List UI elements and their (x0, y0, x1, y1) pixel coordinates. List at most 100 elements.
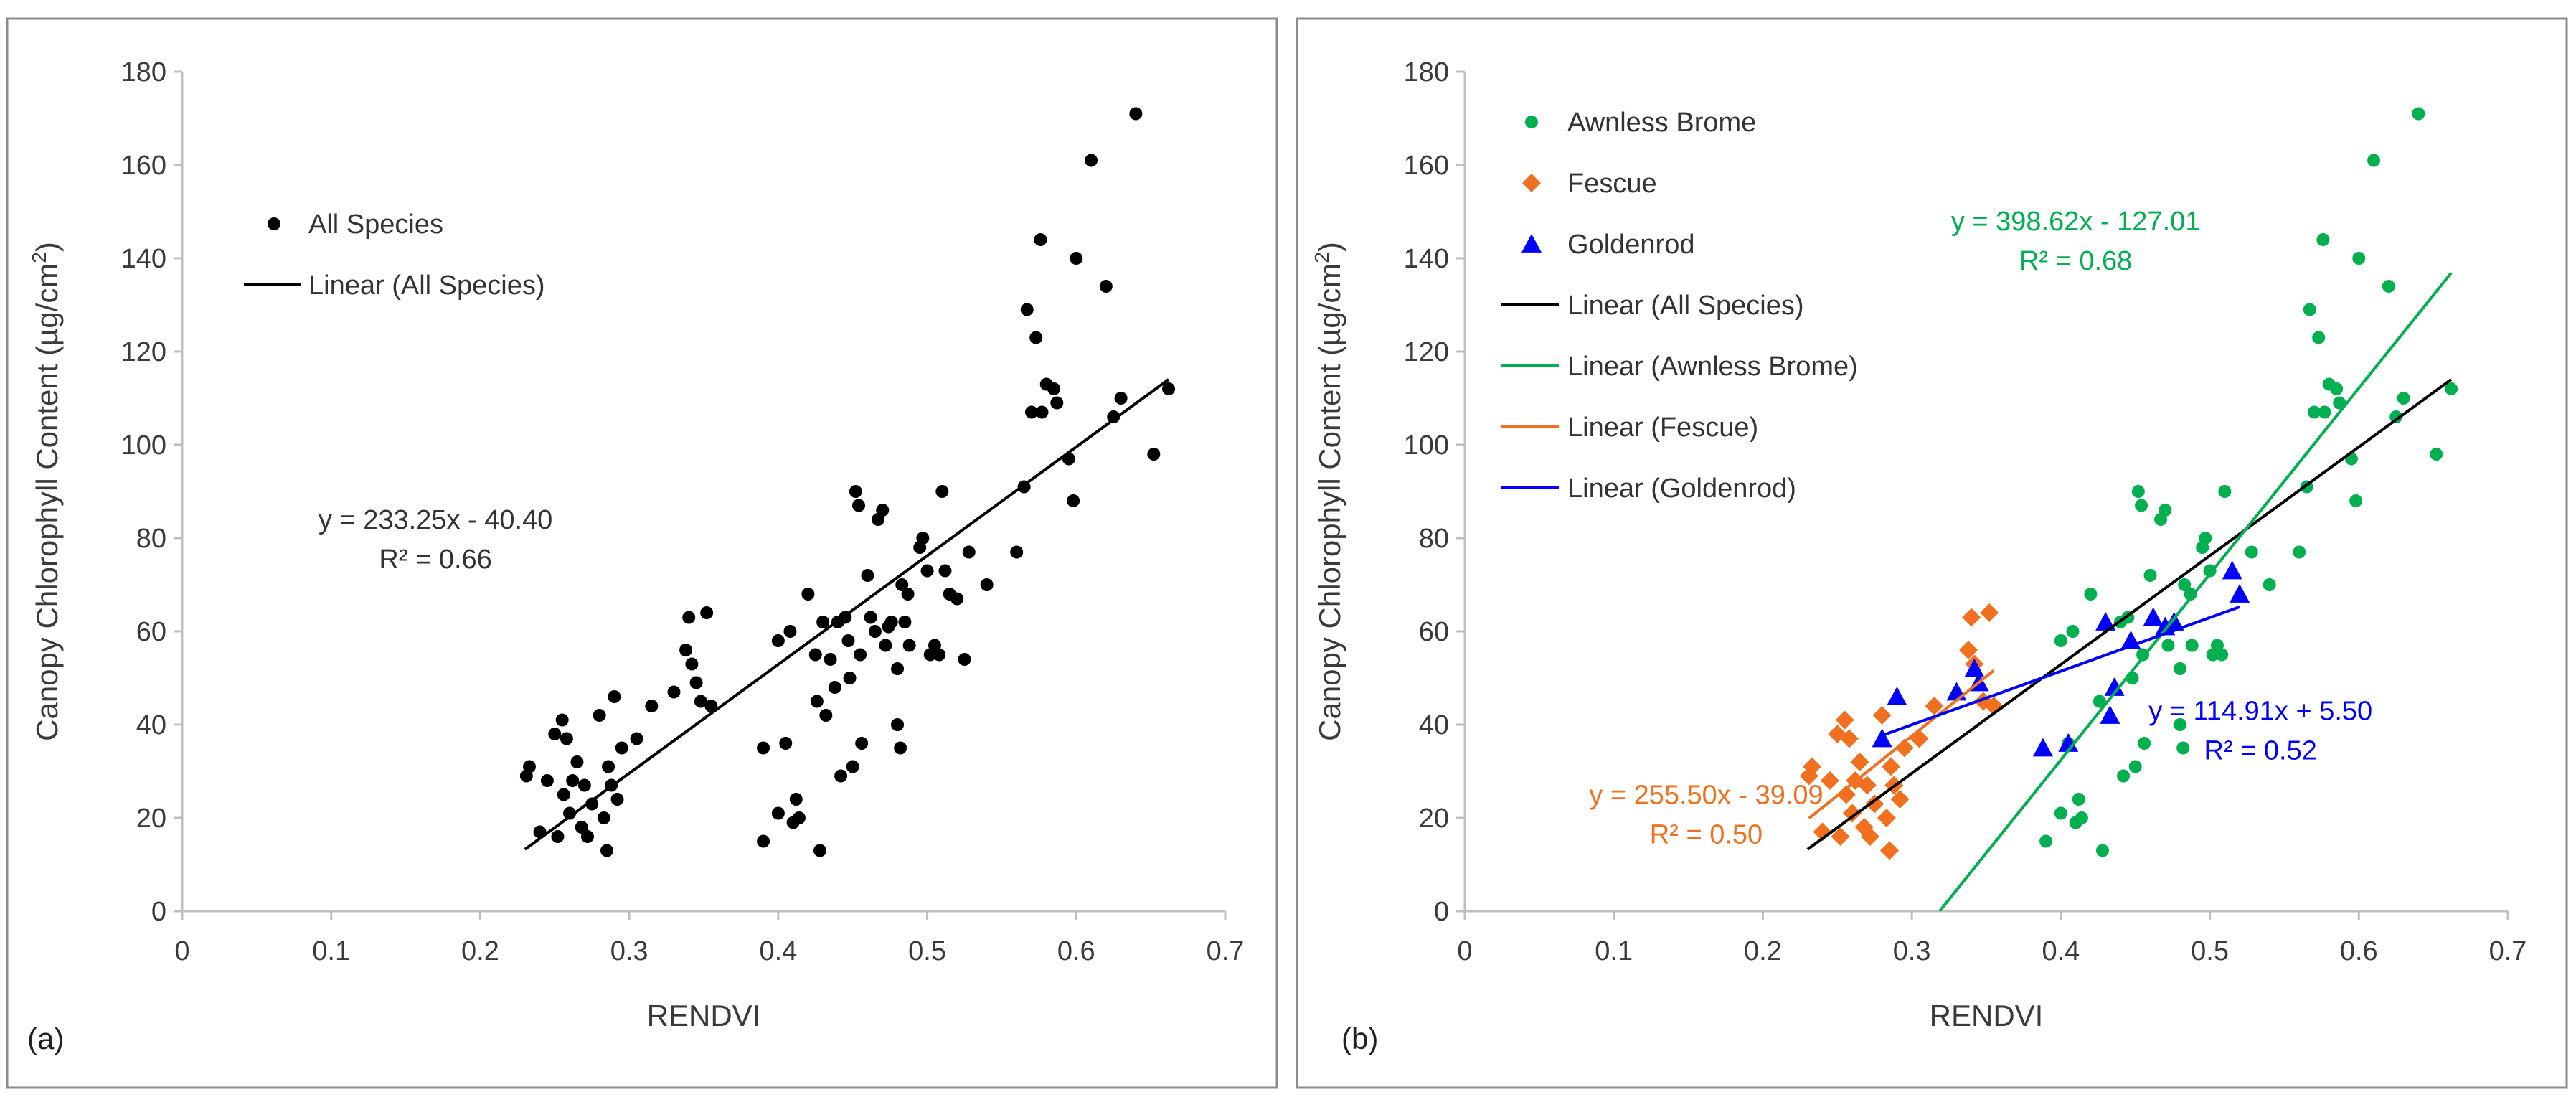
data-point (679, 644, 693, 656)
legend-label: Linear (Goldenrod) (1567, 474, 1796, 504)
data-point (2174, 662, 2187, 675)
data-point (1029, 331, 1043, 344)
legend: Awnless Brome Fescue Goldenrod Linear (All … (1501, 108, 1858, 504)
panel-a-chart: 0 20 40 60 80 100 120 140 160 180 0 0.1 0.2 0.3 0.4 0.5… (27, 57, 1244, 1055)
data-point (2185, 639, 2199, 652)
x-axis-title: RENDVI (1930, 999, 2044, 1032)
data-point (933, 648, 946, 662)
data-point (1980, 603, 1999, 622)
data-point (813, 844, 827, 857)
data-point (577, 778, 591, 792)
data-point (1836, 785, 1856, 804)
y-tick-label: 60 (1419, 617, 1449, 647)
data-point (1020, 303, 1034, 316)
data-point (2143, 607, 2164, 626)
r-squared-text: R² = 0.68 (2019, 246, 2132, 276)
data-point (1890, 790, 1910, 809)
data-point (2054, 634, 2067, 647)
data-point (1964, 659, 1985, 677)
data-point (2263, 578, 2276, 591)
data-point (682, 611, 696, 624)
x-tick-label: 0.1 (312, 936, 350, 966)
data-point (1129, 107, 1143, 121)
data-point (824, 653, 837, 666)
data-point (2032, 738, 2053, 757)
data-point (2131, 485, 2145, 498)
y-tick-label: 60 (136, 617, 166, 647)
x-tick-label: 0.2 (461, 936, 499, 966)
data-point (2382, 280, 2395, 293)
data-point (1850, 753, 1869, 771)
data-point (1035, 405, 1049, 419)
x-tick-label: 0.7 (2489, 936, 2527, 966)
data-point (2174, 718, 2187, 731)
data-point (771, 806, 785, 820)
data-point (610, 793, 624, 806)
y-tick-label: 80 (1419, 524, 1449, 554)
data-point (783, 625, 797, 638)
legend-label: Linear (All Species) (308, 270, 544, 301)
data-point (1835, 710, 1854, 730)
y-tick-label: 120 (1404, 337, 1449, 367)
data-point (1114, 392, 1128, 405)
y-tick-label: 100 (1404, 430, 1449, 461)
x-tick-label: 0.2 (1744, 936, 1782, 966)
y-tick-label: 180 (121, 57, 166, 88)
data-point (2215, 648, 2229, 662)
y-axis-title: Canopy Chlorophyll Content (µg/cm2) (1311, 242, 1346, 741)
data-point (1067, 494, 1080, 507)
legend-marker-swatch (1521, 234, 1542, 253)
y-axis-title-close: ) (1313, 242, 1346, 252)
data-point (938, 564, 952, 578)
data-point (2307, 405, 2321, 419)
x-tick-label: 0.6 (2340, 936, 2378, 966)
legend-label: Goldenrod (1567, 230, 1694, 260)
data-point (555, 713, 569, 727)
r-squared-text: R² = 0.66 (379, 545, 491, 575)
data-point (891, 662, 905, 675)
y-axis-title-superscript: 2 (1311, 252, 1333, 263)
data-point (2184, 588, 2197, 601)
data-point (1099, 280, 1113, 293)
data-point (585, 797, 599, 811)
data-point (1872, 728, 1892, 748)
data-point (2367, 154, 2381, 167)
x-tick-label: 0.3 (1893, 936, 1931, 966)
data-point (2096, 844, 2110, 857)
equation-text: y = 114.91x + 5.50 (2148, 697, 2372, 727)
data-point (816, 616, 830, 628)
data-point (548, 728, 562, 740)
data-point (779, 737, 793, 750)
panel-b-chart: 0 20 40 60 80 100 120 140 160 180 0 0.1 0.2 0.3 0.4 0.5… (1311, 57, 2527, 1055)
data-point (846, 760, 859, 773)
data-point (819, 709, 833, 722)
data-point (1034, 233, 1047, 246)
data-point (667, 685, 681, 699)
data-point (876, 504, 890, 517)
data-point (1877, 809, 1896, 827)
data-point (1857, 776, 1877, 795)
data-point (615, 741, 628, 755)
data-point (2316, 233, 2330, 246)
data-point (608, 690, 621, 703)
data-point (1085, 154, 1098, 167)
data-point (540, 774, 554, 787)
trendline-linear-fescue (1808, 669, 1995, 820)
data-point (828, 681, 841, 694)
data-point (771, 634, 785, 647)
data-point (895, 578, 909, 591)
data-point (879, 639, 892, 652)
data-point (902, 639, 916, 652)
legend: All Species Linear (All Species) (244, 209, 544, 301)
data-point (2222, 560, 2242, 580)
data-point (757, 741, 770, 755)
data-point (810, 695, 824, 708)
y-tick-label: 160 (1404, 151, 1449, 181)
y-tick-label: 20 (136, 804, 166, 834)
data-point (1024, 405, 1038, 419)
data-point (1882, 757, 1901, 776)
data-point (597, 811, 610, 824)
data-point (1050, 396, 1064, 410)
data-point (2397, 392, 2410, 405)
data-point (566, 774, 580, 787)
